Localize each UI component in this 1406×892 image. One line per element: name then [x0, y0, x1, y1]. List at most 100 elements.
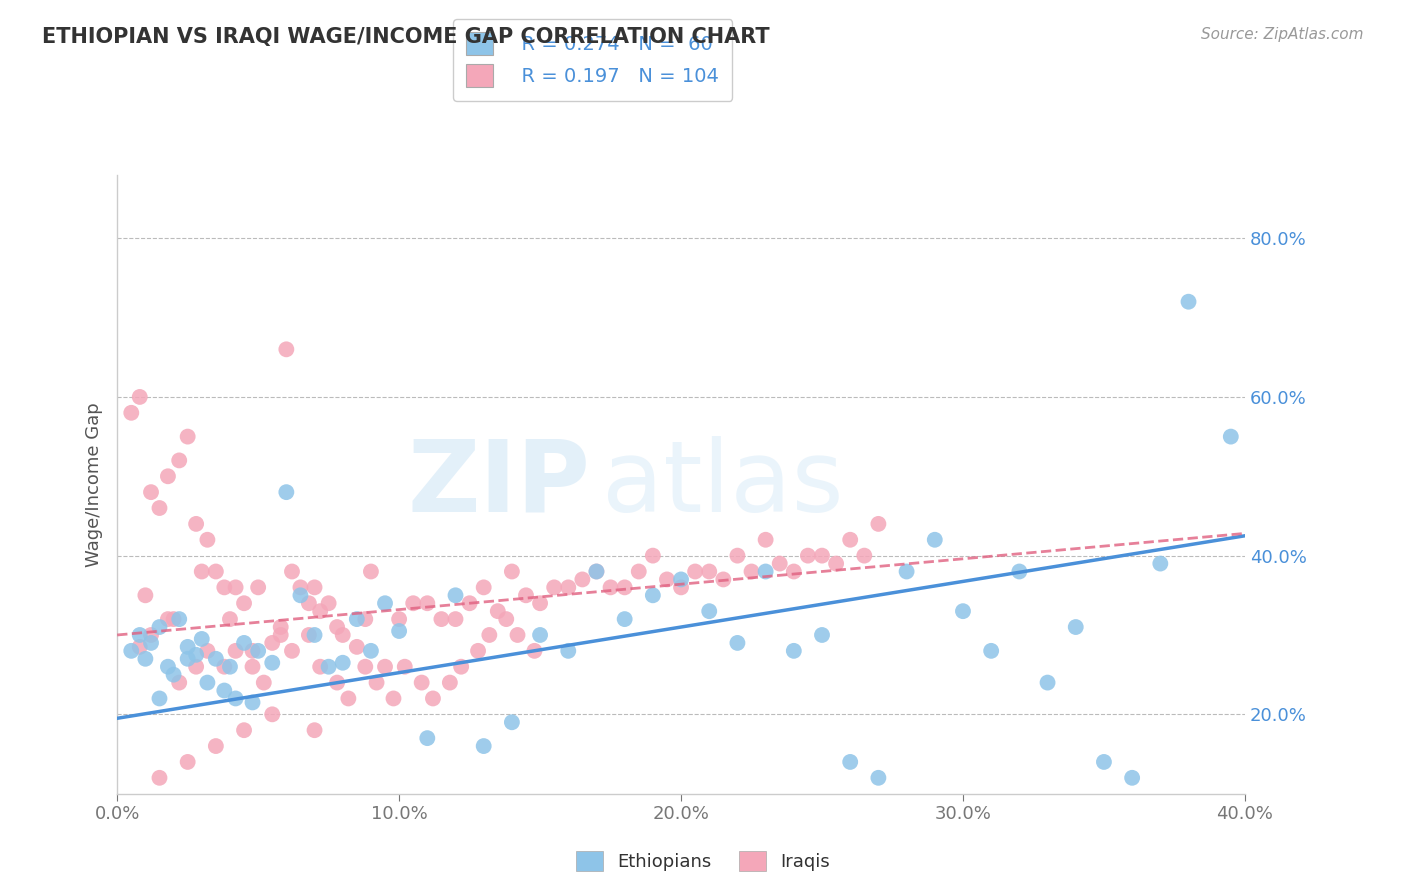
Point [529, 596, 551, 610]
Point [270, 620, 292, 634]
Point [304, 628, 326, 642]
Point [262, 656, 284, 670]
Point [309, 659, 332, 673]
Point [128, 390, 150, 404]
Text: Source: ZipAtlas.com: Source: ZipAtlas.com [1201, 27, 1364, 42]
Point [120, 644, 142, 658]
Point [402, 596, 425, 610]
Point [139, 485, 162, 500]
Point [326, 675, 349, 690]
Point [613, 612, 636, 626]
Point [354, 612, 377, 626]
Point [755, 533, 778, 547]
Point [148, 620, 170, 634]
Text: ZIP: ZIP [408, 435, 591, 533]
Point [543, 580, 565, 594]
Point [495, 612, 517, 626]
Point [225, 691, 247, 706]
Point [214, 683, 236, 698]
Point [1064, 620, 1087, 634]
Point [214, 659, 236, 673]
Point [467, 644, 489, 658]
Point [783, 565, 806, 579]
Point [515, 588, 537, 602]
Point [197, 533, 219, 547]
Point [332, 656, 354, 670]
Point [416, 596, 439, 610]
Point [868, 516, 890, 531]
Point [783, 644, 806, 658]
Point [134, 588, 156, 602]
Point [374, 659, 396, 673]
Point [924, 533, 946, 547]
Point [394, 659, 416, 673]
Point [318, 596, 340, 610]
Point [450, 659, 472, 673]
Point [197, 644, 219, 658]
Point [896, 565, 918, 579]
Text: ETHIOPIAN VS IRAQI WAGE/INCOME GAP CORRELATION CHART: ETHIOPIAN VS IRAQI WAGE/INCOME GAP CORRE… [42, 27, 770, 46]
Legend: Ethiopians, Iraqis: Ethiopians, Iraqis [568, 844, 838, 879]
Point [326, 620, 349, 634]
Point [388, 612, 411, 626]
Point [205, 565, 228, 579]
Point [797, 549, 820, 563]
Point [233, 636, 256, 650]
Point [501, 565, 523, 579]
Point [281, 565, 304, 579]
Point [139, 636, 162, 650]
Point [478, 628, 501, 642]
Point [411, 675, 433, 690]
Point [1092, 755, 1115, 769]
Point [219, 659, 242, 673]
Point [184, 648, 207, 662]
Point [162, 612, 184, 626]
Point [627, 565, 650, 579]
Point [360, 565, 382, 579]
Point [128, 640, 150, 654]
Point [128, 628, 150, 642]
Point [262, 636, 284, 650]
Point [388, 624, 411, 638]
Point [197, 675, 219, 690]
Point [486, 604, 509, 618]
Point [811, 628, 834, 642]
Point [374, 596, 396, 610]
Point [156, 612, 179, 626]
Point [176, 640, 198, 654]
Point [585, 565, 607, 579]
Point [262, 707, 284, 722]
Point [205, 739, 228, 753]
Point [162, 667, 184, 681]
Point [811, 549, 834, 563]
Point [472, 739, 495, 753]
Point [219, 612, 242, 626]
Point [571, 573, 593, 587]
Point [1121, 771, 1143, 785]
Point [853, 549, 876, 563]
Point [641, 549, 664, 563]
Point [523, 644, 546, 658]
Point [711, 573, 734, 587]
Point [242, 644, 264, 658]
Point [472, 580, 495, 594]
Point [599, 580, 621, 594]
Point [444, 612, 467, 626]
Point [360, 644, 382, 658]
Point [120, 406, 142, 420]
Point [725, 549, 748, 563]
Point [156, 469, 179, 483]
Point [444, 588, 467, 602]
Point [270, 628, 292, 642]
Point [290, 588, 312, 602]
Point [156, 659, 179, 673]
Point [458, 596, 481, 610]
Point [697, 565, 720, 579]
Point [176, 429, 198, 443]
Point [304, 723, 326, 738]
Point [242, 659, 264, 673]
Point [298, 628, 321, 642]
Point [290, 580, 312, 594]
Point [225, 644, 247, 658]
Point [669, 573, 692, 587]
